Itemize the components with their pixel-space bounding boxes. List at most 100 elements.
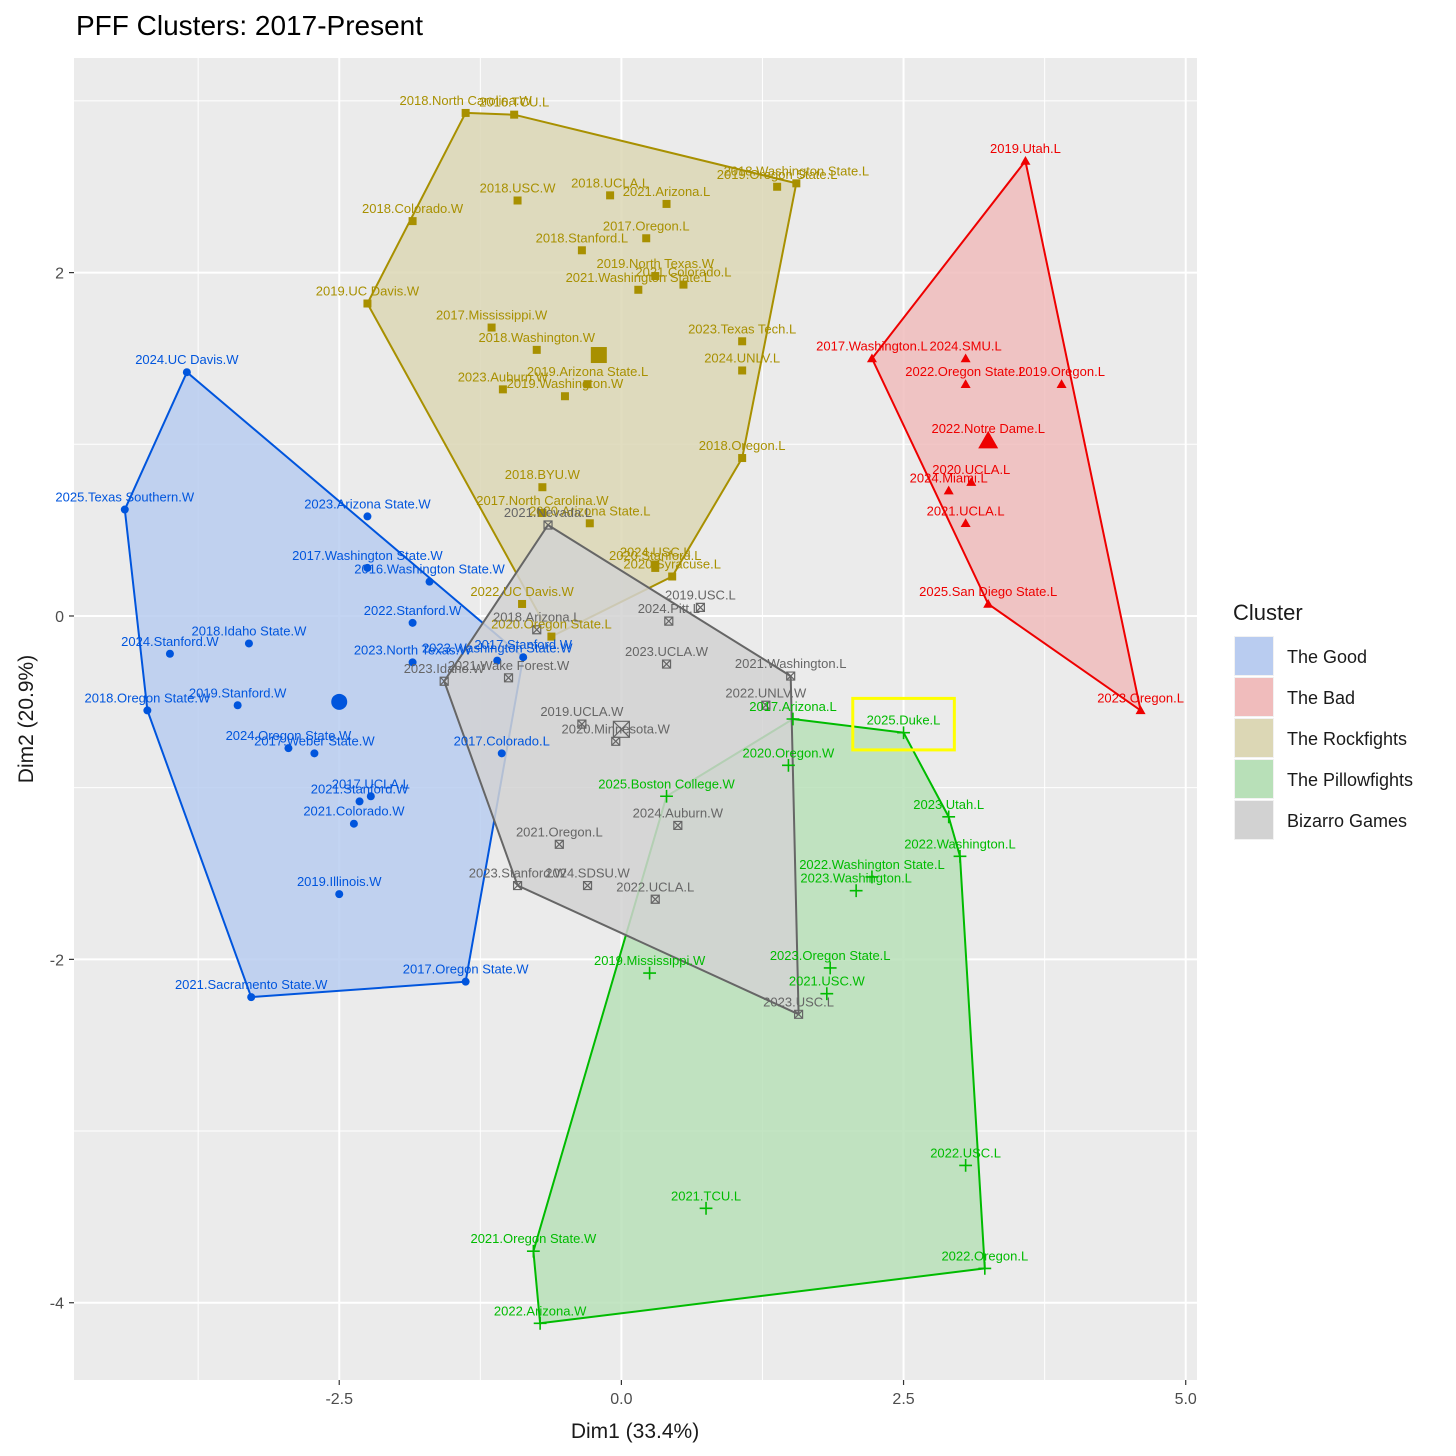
point-label: 2021.Wake Forest.W: [448, 658, 570, 673]
point-label: 2024.UC Davis.W: [135, 352, 239, 367]
point-2024-pitt-l: [664, 616, 674, 626]
point-label: 2025.Duke.L: [867, 713, 941, 728]
point-2022-unlv-w: [761, 700, 771, 710]
point-2018-washington-state-l: [792, 179, 801, 188]
point-label: 2023.Oregon.L: [1097, 690, 1184, 705]
point-2017-washington-state-w: [363, 563, 372, 572]
point-2024-auburn-w: [673, 820, 683, 831]
point-label: 2024.SMU.L: [929, 338, 1001, 353]
point-label: 2021.USC.W: [789, 974, 866, 989]
data-points: [120, 108, 1146, 1330]
center-bizarro-games: [612, 720, 630, 738]
point-2016-washington-state-w: [425, 577, 434, 586]
point-label: 2017.Mississippi.W: [436, 308, 548, 323]
point-label: 2022.Notre Dame.L: [931, 421, 1044, 436]
point-2018-washington-w: [532, 345, 541, 354]
point-label: 2022.UCLA.L: [616, 879, 694, 894]
point-label: 2019.USC.L: [665, 587, 736, 602]
point-label: 2023.Idaho.W: [404, 661, 486, 676]
point-label: 2019.Oregon.L: [1018, 364, 1105, 379]
point-label: 2024.UNLV.L: [704, 350, 780, 365]
point-label: 2018.Colorado.W: [362, 201, 464, 216]
point-label: 2020.Oregon State.L: [491, 617, 612, 632]
point-2021-arizona-l: [662, 199, 671, 208]
legend-swatch-bizarro-games: [1235, 801, 1273, 839]
point-2020-oregon-w: [782, 758, 795, 772]
y-tick-label: 0: [55, 609, 64, 626]
point-2020-arizona-state-l: [585, 519, 594, 528]
point-2024-sdsu-w: [582, 880, 593, 891]
point-2019-oregon-l: [1056, 379, 1067, 388]
point-2023-washington-state-w: [493, 656, 502, 665]
axis-ticks: -2.5 0.0 2.5 5.0 -4 -2 0 2: [50, 266, 1197, 1408]
point-2022-ucla-l: [650, 894, 660, 904]
hull-bizarro-games: [443, 523, 800, 1016]
point-2021-nevada-l: [543, 520, 553, 530]
point-label: 2017.Arizona.L: [749, 699, 836, 714]
point-label: 2021.Sacramento State.W: [175, 977, 328, 992]
point-label: 2017.Washington State.W: [292, 548, 443, 563]
point-2019-stanford-w: [233, 701, 242, 710]
point-2024-unlv-l: [738, 366, 747, 375]
point-2018-ucla-l: [606, 191, 615, 200]
point-2018-stanford-l: [577, 246, 586, 255]
point-2022-usc-l: [959, 1158, 973, 1172]
point-2023-arizona-state-w: [363, 512, 372, 521]
legend-label: The Rockfights: [1287, 729, 1407, 749]
point-2017-oregon-l: [642, 234, 651, 243]
legend-label: The Bad: [1287, 688, 1355, 708]
point-2021-colorado-w: [349, 819, 358, 828]
highlight-rect: [851, 696, 956, 752]
y-tick-label: 2: [55, 266, 64, 283]
point-2024-stanford-w: [165, 649, 174, 658]
point-label: 2017.Weber State.W: [254, 733, 375, 748]
point-2017-stanford-w: [519, 653, 528, 662]
point-2023-ucla-w: [661, 659, 672, 669]
point-label: 2020.Oregon.W: [743, 745, 836, 760]
point-label: 2022.UNLV.W: [725, 685, 807, 700]
point-label: 2019.Illinois.W: [297, 874, 382, 889]
point-label: 2017.Stanford.W: [474, 637, 572, 652]
point-2023-north-texas-w: [408, 658, 417, 667]
point-2022-stanford-w: [408, 618, 417, 627]
point-label: 2019.Washington.W: [507, 376, 624, 391]
point-label: 2023.Utah.L: [913, 797, 984, 812]
point-label: 2022.Arizona.W: [494, 1303, 587, 1318]
point-2023-usc-l: [793, 1009, 804, 1019]
point-label: 2019.North Texas.W: [596, 256, 714, 271]
point-2022-washington-state-l: [865, 870, 879, 884]
point-2017-ucla-l: [366, 792, 375, 801]
point-2025-texas-southern-w: [120, 505, 129, 514]
point-2024-usc-l: [651, 560, 660, 569]
center-the-good: [331, 693, 348, 710]
point-2023-oregon-state-l: [823, 961, 837, 975]
point-label: 2023.Washington.L: [800, 871, 912, 886]
x-axis-title: Dim1 (33.4%): [571, 1420, 699, 1443]
point-label: 2018.USC.W: [480, 181, 557, 196]
point-2021-oregon-state-w: [526, 1244, 540, 1258]
point-2020-oregon-state-l: [547, 632, 556, 641]
point-2022-uc-davis-w: [518, 599, 527, 608]
point-label: 2024.Miami.L: [910, 471, 988, 486]
point-2025-duke-l: [897, 726, 910, 740]
point-label: 2022.Washington State.L: [799, 857, 945, 872]
point-2019-usc-l: [695, 602, 705, 613]
legend-label: Bizarro Games: [1287, 811, 1407, 831]
point-2022-oregon-l: [978, 1262, 992, 1275]
point-label: 2021.Arizona.L: [623, 184, 710, 199]
point-2018-colorado-w: [408, 217, 417, 226]
legend: Cluster The Good The Bad The Rockfights The …: [1233, 600, 1413, 840]
point-2016-tcu-l: [510, 110, 519, 119]
point-label: 2023.Arizona State.W: [304, 496, 431, 511]
point-label: 2017.Colorado.L: [454, 733, 550, 748]
point-label: 2021.Stanford.W: [311, 781, 409, 796]
point-label: 2018.Oregon State.W: [84, 690, 210, 705]
point-label: 2020.UCLA.L: [932, 462, 1010, 477]
point-2022-arizona-w: [533, 1316, 547, 1330]
point-2022-oregon-state-l: [960, 379, 971, 388]
point-label: 2022.Oregon.L: [941, 1248, 1028, 1263]
point-label: 2019.Utah.L: [990, 141, 1061, 156]
point-2021-usc-w: [820, 987, 834, 1001]
point-2018-byu-w: [538, 483, 547, 492]
